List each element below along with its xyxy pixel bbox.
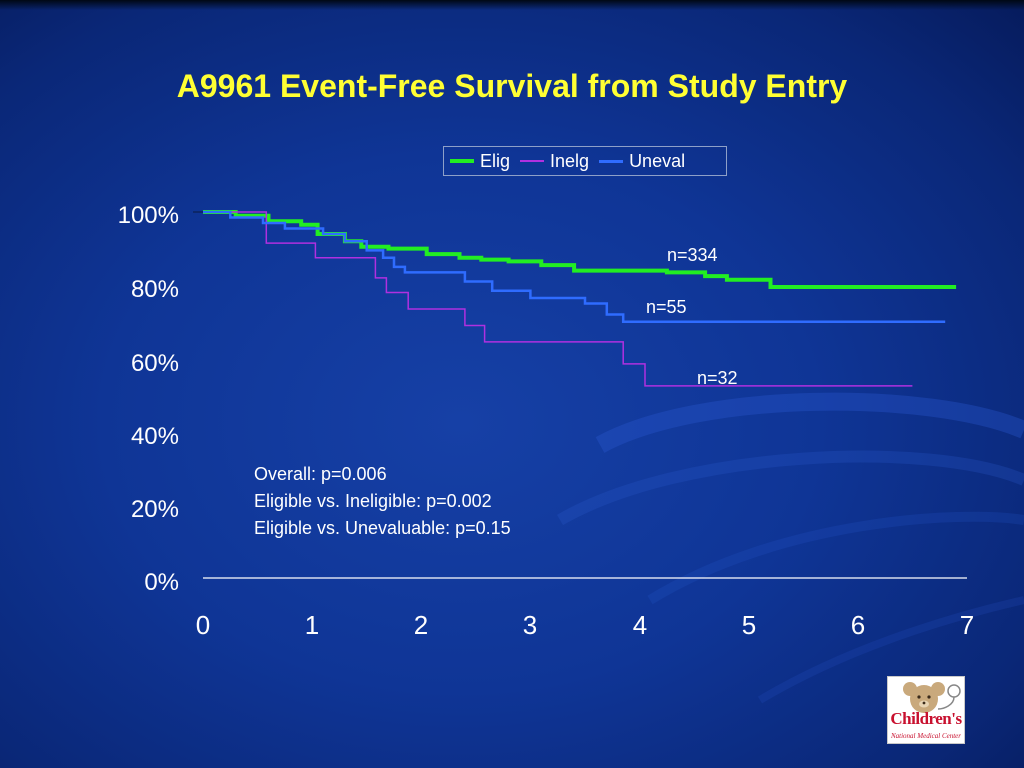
chart-legend: Elig Inelg Uneval (443, 146, 727, 176)
x-tick-label-7: 7 (959, 610, 975, 640)
y-tick-label-40: 40% (130, 423, 179, 450)
legend-swatch-uneval (599, 159, 624, 163)
x-tick-label-5: 5 (741, 610, 757, 640)
y-tick-label-100: 100% (117, 202, 179, 229)
y-tick-label-80: 80% (130, 276, 179, 303)
n-label-elig: n=334 (667, 245, 718, 265)
survival-curves (203, 210, 957, 387)
x-tick-label-4: 4 (632, 610, 648, 640)
logo-subtext: National Medical Center (891, 732, 961, 740)
slide-title: A9961 Event-Free Survival from Study Ent… (176, 68, 848, 104)
n-label-uneval: n=55 (646, 297, 687, 317)
legend-item-elig: Elig (450, 151, 510, 172)
y-tick-label-60: 60% (130, 350, 179, 377)
n-label-inelg: n=32 (697, 368, 738, 388)
x-tick-label-1: 1 (304, 610, 320, 640)
stat-elig-vs-inelig: Eligible vs. Ineligible: p=0.002 (254, 491, 492, 511)
survival-curve-uneval (203, 210, 946, 324)
legend-swatch-elig (450, 159, 474, 163)
legend-label-inelg: Inelg (550, 150, 590, 171)
legend-item-uneval: Uneval (599, 151, 685, 172)
stat-elig-vs-uneval: Eligible vs. Unevaluable: p=0.15 (254, 518, 511, 538)
legend-label-elig: Elig (480, 150, 511, 171)
p-value-annotations: Overall: p=0.006 Eligible vs. Ineligible… (254, 461, 511, 542)
top-shadow-bar (0, 0, 1024, 10)
teddy-bear-icon (903, 682, 961, 713)
y-tick-label-0: 0% (144, 569, 179, 596)
x-tick-label-6: 6 (850, 610, 866, 640)
legend-label-uneval: Uneval (629, 150, 686, 171)
childrens-logo: Children's National Medical Center (887, 676, 965, 744)
logo-wordmark: Children's (890, 709, 962, 728)
stat-overall: Overall: p=0.006 (254, 464, 387, 484)
legend-swatch-inelg (520, 160, 545, 162)
x-tick-label-3: 3 (522, 610, 538, 640)
y-tick-label-20: 20% (130, 496, 179, 523)
survival-curve-elig (203, 210, 957, 289)
x-tick-label-0: 0 (195, 610, 211, 640)
survival-curve-inelg (203, 211, 913, 387)
x-tick-label-2: 2 (413, 610, 429, 640)
legend-item-inelg: Inelg (520, 151, 589, 172)
